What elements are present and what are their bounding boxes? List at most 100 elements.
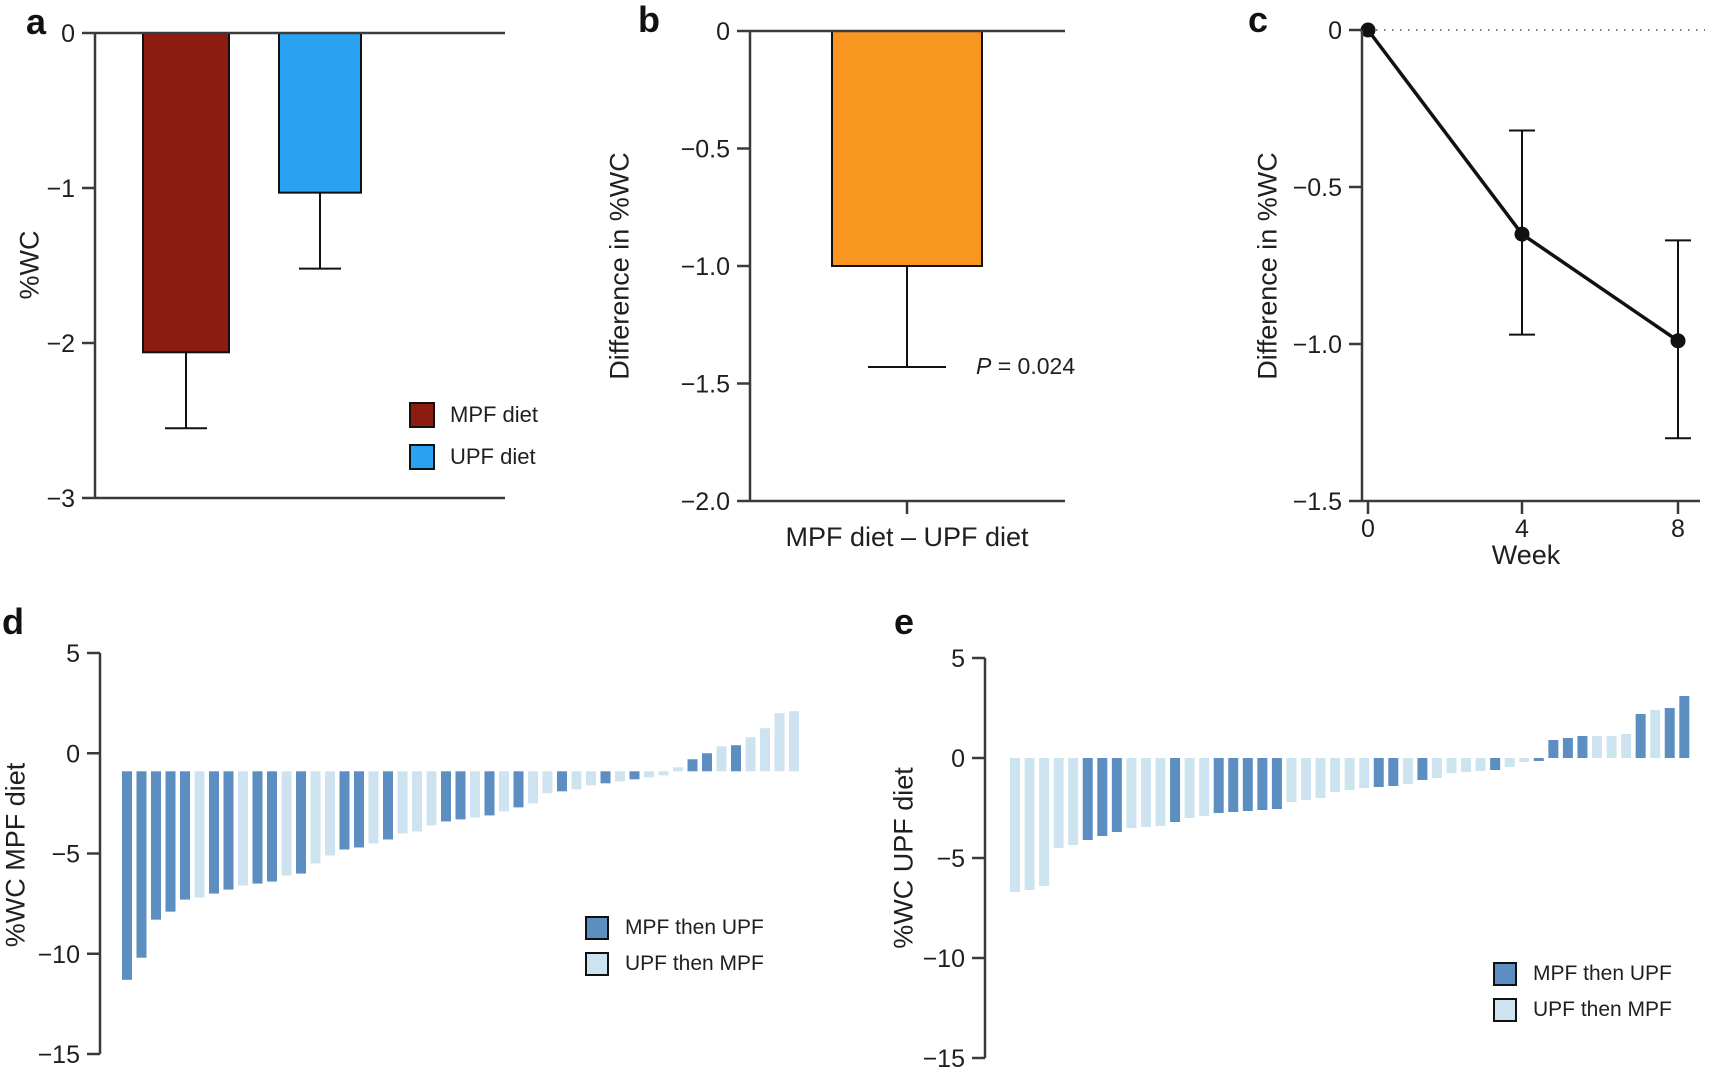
y-tick-label: 5 [66, 640, 80, 668]
participant-bar-e-21 [1301, 758, 1311, 800]
participant-bar-d-44 [745, 737, 756, 772]
participant-bar-d-1 [122, 771, 132, 980]
y-tick-label: −5 [51, 841, 80, 869]
participant-bar-d-10 [252, 771, 263, 884]
panel-e-legend: MPF then UPF UPF then MPF [1493, 962, 1672, 1022]
participant-bar-e-41 [1592, 736, 1602, 758]
participant-bar-e-13 [1184, 758, 1195, 818]
mpf-then-upf-swatch [1493, 962, 1517, 986]
participant-bar-d-31 [557, 771, 567, 792]
participant-bar-d-7 [209, 771, 219, 894]
y-tick-label: −1.5 [681, 371, 730, 399]
participant-bar-e-44 [1635, 714, 1646, 758]
participant-bar-e-18 [1257, 758, 1268, 810]
y-tick-label: −10 [38, 941, 80, 969]
participant-bar-d-46 [774, 713, 785, 772]
participant-bar-d-25 [470, 771, 480, 818]
participant-bar-d-45 [760, 728, 770, 772]
panel-d-letter: d [2, 601, 24, 642]
legend-label: MPF then UPF [1533, 962, 1672, 985]
bar-mpf-diet [142, 32, 230, 354]
participant-bar-d-30 [542, 771, 553, 794]
participant-bar-d-14 [310, 771, 321, 864]
x-tick-label: 0 [1361, 515, 1375, 543]
y-tick-label: 0 [66, 740, 80, 768]
participant-bar-e-10 [1140, 758, 1151, 827]
participant-bar-e-36 [1519, 758, 1530, 762]
participant-bar-e-43 [1621, 734, 1632, 758]
y-tick-label: −1 [46, 175, 75, 203]
participant-bar-e-23 [1330, 758, 1341, 792]
participant-bar-e-12 [1170, 758, 1181, 822]
participant-bar-e-9 [1126, 758, 1137, 828]
participant-bar-e-37 [1533, 758, 1544, 761]
participant-bar-d-38 [658, 771, 669, 776]
participant-bar-d-16 [339, 771, 350, 850]
legend-item: UPF diet [409, 444, 538, 470]
participant-bar-d-23 [441, 771, 451, 822]
y-tick-label: −5 [936, 845, 965, 873]
legend-item: UPF then MPF [585, 952, 764, 976]
participant-bar-e-14 [1199, 758, 1210, 816]
y-tick-label: −1.0 [1293, 331, 1342, 359]
participant-bar-e-17 [1242, 758, 1253, 811]
participant-bar-d-26 [484, 771, 495, 816]
panel-d-ylabel: %WC MPF diet [0, 762, 31, 948]
data-point-week-4 [1514, 226, 1530, 242]
participant-bar-d-21 [412, 771, 422, 832]
participant-bar-d-40 [687, 759, 698, 772]
legend-item: MPF then UPF [585, 916, 764, 940]
participant-bar-e-19 [1271, 758, 1282, 809]
upf-then-mpf-swatch [1493, 998, 1517, 1022]
participant-bar-e-33 [1475, 758, 1486, 771]
legend-label: UPF then MPF [1533, 998, 1672, 1021]
participant-bar-d-5 [180, 771, 190, 900]
panel-a-legend: MPF diet UPF diet [409, 402, 538, 470]
participant-bar-d-22 [426, 771, 437, 826]
p-value-annotation: P = 0.024 [976, 353, 1075, 380]
participant-bar-d-32 [571, 771, 582, 790]
y-tick-label: −0.5 [1293, 174, 1342, 202]
panel-e-ylabel: %WC UPF diet [888, 767, 919, 949]
legend-label: UPF diet [450, 444, 536, 469]
participant-bar-e-35 [1504, 758, 1515, 767]
participant-bar-e-29 [1417, 758, 1428, 780]
participant-bar-e-16 [1228, 758, 1239, 812]
legend-label: UPF then MPF [625, 952, 764, 975]
participant-bar-e-11 [1155, 758, 1166, 826]
y-tick-label: −3 [46, 485, 75, 513]
participant-bar-e-30 [1431, 758, 1442, 778]
y-tick-label: −15 [38, 1041, 80, 1067]
participant-bar-d-13 [296, 771, 306, 874]
mpf-then-upf-swatch [585, 916, 609, 940]
y-tick-label: −2.0 [681, 488, 730, 516]
participant-bar-e-28 [1402, 758, 1413, 784]
upf-diet-swatch [409, 444, 435, 470]
participant-bar-e-5 [1068, 758, 1079, 845]
y-tick-label: −10 [923, 945, 965, 973]
participant-bar-e-31 [1446, 758, 1457, 773]
participant-bar-d-12 [281, 771, 292, 876]
participant-bar-d-18 [368, 771, 379, 844]
participant-bar-e-4 [1053, 758, 1064, 848]
participant-bar-d-28 [513, 771, 524, 808]
bar-difference [831, 30, 983, 267]
participant-bar-d-8 [223, 771, 234, 890]
participant-bar-e-45 [1650, 710, 1661, 758]
upf-then-mpf-swatch [585, 952, 609, 976]
data-point-week-0 [1360, 22, 1376, 38]
y-tick-label: −1.5 [1293, 488, 1342, 516]
panel-e-letter: e [894, 601, 915, 642]
participant-bar-d-35 [615, 771, 625, 782]
panel-c-xlabel: Week [1491, 540, 1561, 570]
participant-bar-d-15 [325, 771, 335, 856]
participant-bar-d-33 [586, 771, 596, 786]
x-tick-label: 8 [1671, 515, 1685, 543]
participant-bar-e-2 [1024, 758, 1035, 890]
y-tick-label: 0 [61, 20, 75, 48]
x-tick-label: 4 [1515, 515, 1529, 543]
participant-bar-d-3 [151, 771, 161, 920]
participant-bar-d-29 [528, 771, 538, 804]
